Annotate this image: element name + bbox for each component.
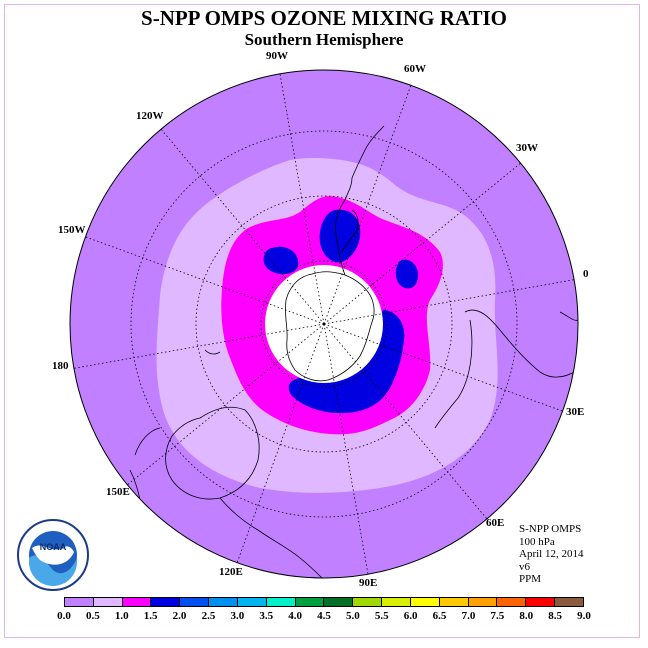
ozone-band-1.5-2.0: [263, 246, 299, 275]
coastlines: [129, 125, 578, 578]
colorbar-tick-label: 2.0: [172, 610, 187, 622]
colorbar-tick-label: 7.5: [490, 610, 505, 622]
date-label: April 12, 2014: [519, 548, 584, 561]
colorbar-tick-label: 5.5: [374, 610, 389, 622]
colorbar-swatch: [555, 598, 583, 606]
colorbar-swatch: [353, 598, 383, 606]
colorbar-swatch: [295, 598, 325, 606]
colorbar: [64, 597, 584, 607]
longitude-label-30w: 30W: [516, 142, 538, 154]
colorbar-tick-label: 6.0: [403, 610, 418, 622]
colorbar-tick-label: 0.5: [86, 610, 100, 622]
longitude-label-0: 0: [583, 268, 589, 280]
colorbar-swatch: [410, 598, 440, 606]
colorbar-tick-label: 5.0: [346, 610, 360, 622]
colorbar-tick-label: 9.0: [577, 610, 591, 622]
longitude-label-120w: 120W: [136, 110, 164, 122]
longitude-label-60w: 60W: [404, 63, 426, 75]
colorbar-swatch: [151, 598, 181, 606]
longitude-label-90e: 90E: [359, 577, 378, 589]
latitude-grid: [130, 130, 518, 518]
noaa-logo-text: NOAA: [40, 542, 67, 552]
colorbar-swatch: [382, 598, 411, 606]
colorbar-tick-label: 7.0: [461, 610, 476, 622]
map-frame: [4, 4, 640, 638]
colorbar-tick-label: 8.5: [548, 610, 562, 622]
colorbar-swatch: [209, 598, 238, 606]
colorbar-swatch: [65, 598, 94, 606]
colorbar-swatch: [468, 598, 498, 606]
colorbar-swatch: [237, 598, 267, 606]
colorbar-swatch: [526, 598, 556, 606]
longitude-label-180: 180: [52, 360, 69, 372]
colorbar-tick-label: 8.0: [519, 610, 534, 622]
colorbar-tick-label: 3.5: [259, 610, 274, 622]
colorbar-swatch: [324, 598, 354, 606]
colorbar-swatch: [122, 598, 152, 606]
ozone-band-1.5-2.0: [319, 209, 361, 263]
map-info: S-NPP OMPS 100 hPa April 12, 2014 v6 PPM: [519, 523, 583, 586]
longitude-label-150w: 150W: [58, 224, 86, 236]
instrument-label: S-NPP OMPS: [519, 523, 582, 535]
colorbar-tick-label: 0.0: [57, 610, 71, 622]
noaa-logo: NOAA: [17, 519, 89, 591]
colorbar-swatch: [439, 598, 469, 606]
colorbar-tick-label: 2.5: [201, 610, 216, 622]
version-label: v6: [519, 560, 530, 573]
longitude-label-60e: 60E: [486, 517, 505, 529]
meridian-grid: [70, 73, 578, 575]
colorbar-tick-label: 3.0: [230, 610, 245, 622]
longitude-label-120e: 120E: [219, 566, 243, 578]
south-pole-marker: [322, 322, 326, 326]
colorbar-swatch: [180, 598, 210, 606]
colorbar-tick-label: 4.5: [317, 610, 331, 622]
colorbar-tick-label: 6.5: [432, 610, 447, 622]
colorbar-swatch: [266, 598, 296, 606]
longitude-label-90w: 90W: [266, 50, 288, 62]
colorbar-swatch: [93, 598, 123, 606]
colorbar-tick-label: 1.0: [114, 610, 129, 622]
map-title: S-NPP OMPS OZONE MIXING RATIO: [141, 6, 507, 30]
map-subtitle: Southern Hemisphere: [244, 30, 404, 49]
longitude-label-30e: 30E: [566, 406, 585, 418]
colorbar-swatch: [497, 598, 527, 606]
colorbar-tick-label: 1.5: [143, 610, 158, 622]
pressure-level-label: 100 hPa: [519, 535, 555, 548]
ozone-band-1.5-2.0: [395, 259, 418, 289]
colorbar-tick-label: 4.0: [288, 610, 302, 622]
longitude-label-150e: 150E: [106, 486, 130, 498]
units-label: PPM: [519, 573, 542, 586]
